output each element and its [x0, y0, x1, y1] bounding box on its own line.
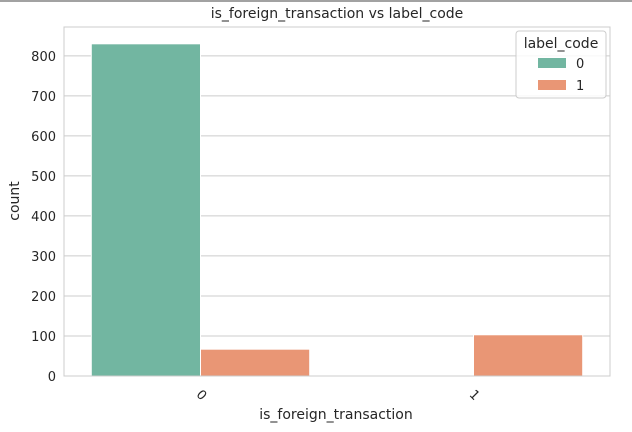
legend-swatch-0	[538, 58, 566, 68]
x-tick-label: 0	[193, 387, 209, 403]
y-tick-label: 400	[31, 210, 56, 225]
legend-label-0: 0	[576, 57, 584, 72]
y-tick-label: 100	[31, 330, 56, 345]
bar-1-series-1	[473, 334, 584, 377]
y-tick-label: 300	[31, 250, 56, 265]
bar-0-series-1	[200, 348, 311, 377]
y-ticks: 0 100 200 300 400 500 600 700 800	[31, 50, 56, 385]
legend-swatch-1	[538, 80, 566, 90]
y-tick-label: 700	[31, 90, 56, 105]
x-tick-label: 1	[466, 387, 482, 403]
y-tick-label: 0	[48, 370, 56, 385]
plot-frame	[63, 26, 611, 377]
y-tick-label: 500	[31, 170, 56, 185]
y-axis-label: count	[7, 181, 23, 221]
legend: label_code 0 1	[515, 30, 607, 99]
bars	[90, 43, 584, 377]
y-tick-label: 600	[31, 130, 56, 145]
y-tick-label: 800	[31, 50, 56, 65]
x-axis-label: is_foreign_transaction	[259, 407, 412, 423]
bar-0-series-0	[90, 43, 201, 377]
y-tick-label: 200	[31, 290, 56, 305]
legend-label-1: 1	[576, 79, 584, 94]
legend-title: label_code	[524, 36, 599, 52]
chart-title: is_foreign_transaction vs label_code	[211, 6, 464, 22]
